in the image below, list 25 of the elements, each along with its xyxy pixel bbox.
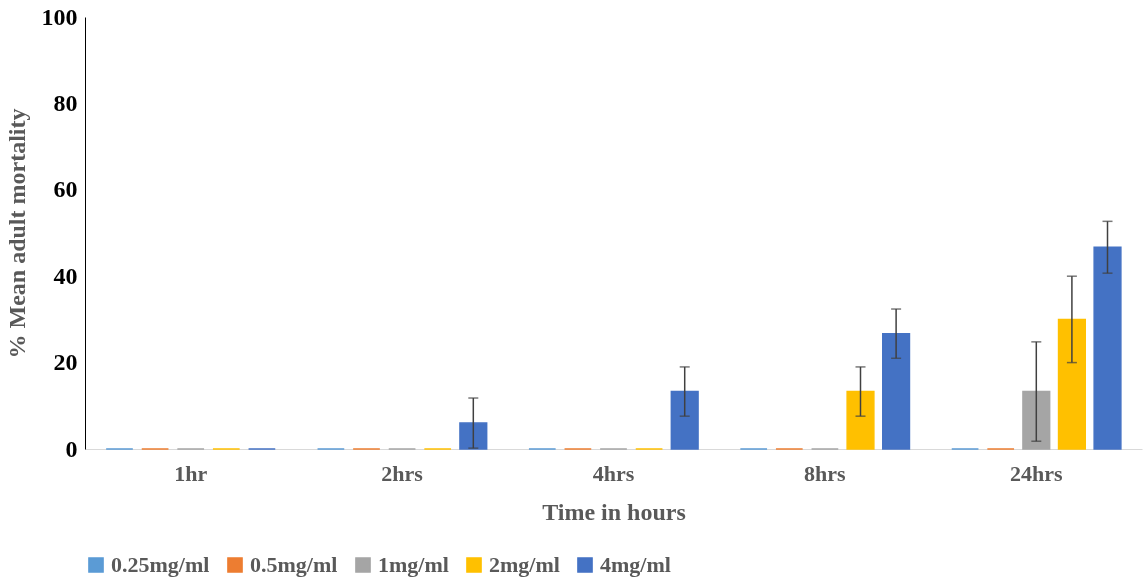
- x-tick-label: 2hrs: [381, 460, 424, 486]
- legend-label: 1mg/ml: [378, 552, 449, 577]
- y-axis-title: % Mean adult mortality: [3, 108, 30, 359]
- x-tick-label: 8hrs: [804, 460, 847, 486]
- legend-label: 0.5mg/ml: [250, 552, 338, 577]
- bar: [1093, 246, 1122, 450]
- y-tick-label: 40: [53, 262, 78, 289]
- x-tick-label: 4hrs: [592, 460, 635, 486]
- bar: [1022, 390, 1051, 450]
- bar: [670, 390, 699, 450]
- legend-label: 2mg/ml: [489, 552, 560, 577]
- x-tick-label: 24hrs: [1010, 460, 1064, 486]
- legend-label: 4mg/ml: [600, 552, 671, 577]
- bar: [882, 332, 911, 450]
- y-tick-label: 80: [53, 89, 78, 116]
- y-tick-label: 20: [53, 349, 78, 376]
- legend-label: 0.25mg/ml: [111, 552, 210, 577]
- bar: [846, 390, 875, 450]
- y-tick-label: 0: [65, 435, 78, 462]
- bar: [459, 422, 488, 450]
- y-tick-label: 60: [53, 176, 78, 203]
- x-tick-label: 1hr: [174, 460, 208, 486]
- y-tick-label: 100: [41, 3, 78, 30]
- x-axis-title: Time in hours: [542, 498, 686, 525]
- bar: [1057, 318, 1087, 450]
